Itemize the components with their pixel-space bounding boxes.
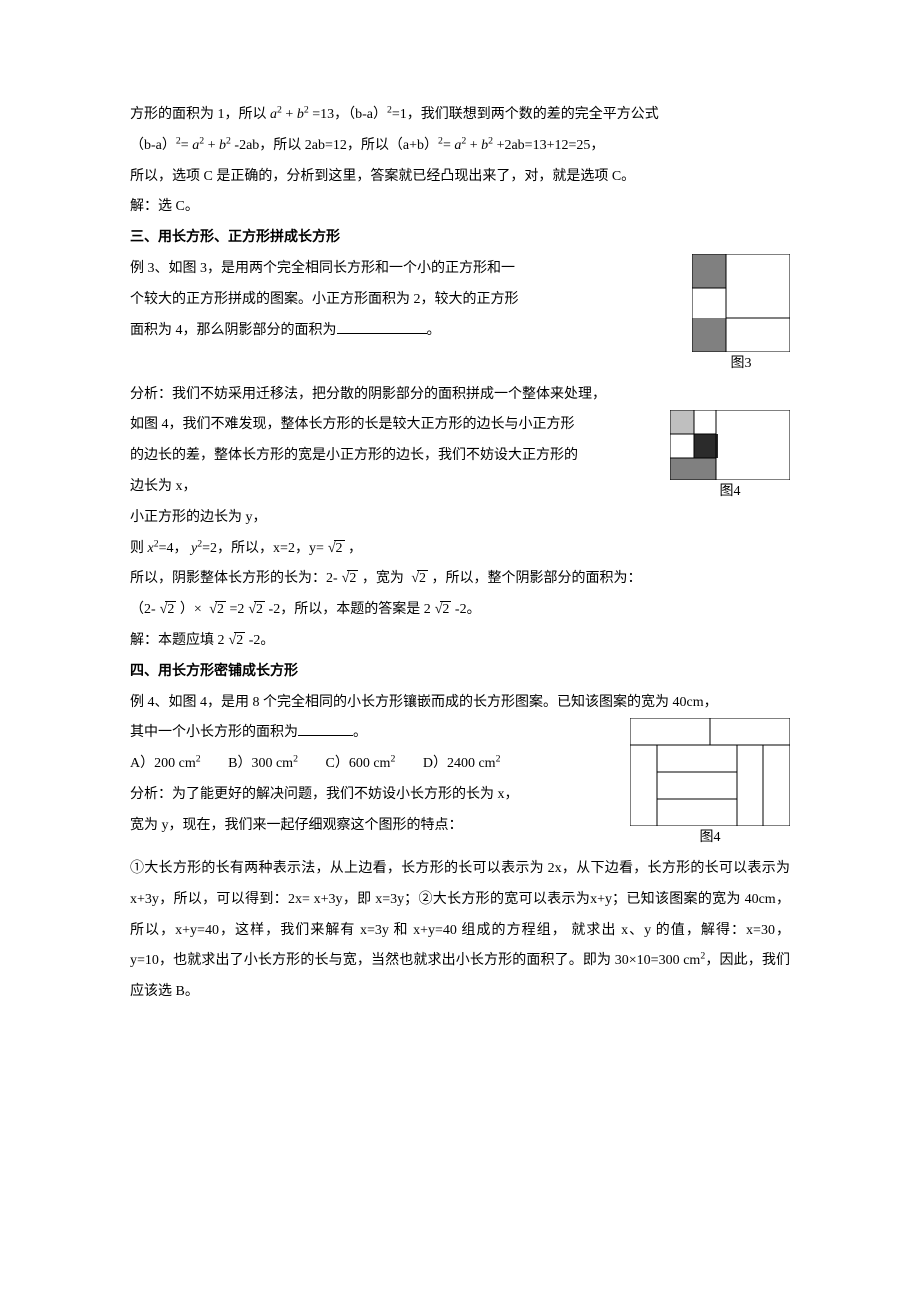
paragraph: （b-a）2= a2 + b2 -2ab，所以 2ab=12，所以（a+b）2=… xyxy=(130,131,790,162)
option-a: A）200 cm2 xyxy=(130,756,201,771)
example-3-line: 面积为 4，那么阴影部分的面积为 。 xyxy=(130,316,790,347)
text: 其中一个小长方形的面积为 xyxy=(130,725,298,740)
paragraph: 所以，选项 C 是正确的，分析到这里，答案就已经凸现出来了，对，就是选项 C。 xyxy=(130,162,790,193)
option-d: D）2400 cm2 xyxy=(423,756,501,771)
figure-3-caption: 图3 xyxy=(692,354,790,374)
text: 。 xyxy=(353,725,367,740)
figure-4b-svg xyxy=(630,718,790,826)
analysis-line: （2-2 ）× 2 =22 -2，所以，本题的答案是 22 -2。 xyxy=(130,595,790,626)
text: 。 xyxy=(427,323,441,338)
paragraph: 方形的面积为 1，所以 a2 + b2 =13，（b-a）2=1，我们联想到两个… xyxy=(130,100,790,131)
example-3-line: 例 3、如图 3，是用两个完全相同长方形和一个小的正方形和一 xyxy=(130,254,790,285)
example-4-line: 例 4、如图 4，是用 8 个完全相同的小长方形镶嵌而成的长方形图案。已知该图案… xyxy=(130,688,790,719)
figure-4a: 图4 xyxy=(670,410,790,502)
figure-4b-caption: 图4 xyxy=(630,828,790,848)
figure-4a-caption: 图4 xyxy=(670,482,790,502)
document-page: 方形的面积为 1，所以 a2 + b2 =13，（b-a）2=1，我们联想到两个… xyxy=(0,0,920,1088)
section-heading-3: 三、用长方形、正方形拼成长方形 xyxy=(130,223,790,254)
fill-blank xyxy=(337,319,427,334)
analysis-line: 所以，阴影整体长方形的长为：2-2 ，宽为 2 ，所以，整个阴影部分的面积为： xyxy=(130,564,790,595)
section-heading-4: 四、用长方形密铺成长方形 xyxy=(130,657,790,688)
figure-3: 图3 xyxy=(692,254,790,374)
example-3-line: 个较大的正方形拼成的图案。小正方形面积为 2，较大的正方形 xyxy=(130,285,790,316)
analysis-line: 分析：我们不妨采用迁移法，把分散的阴影部分的面积拼成一个整体来处理， xyxy=(130,380,790,411)
figure-4b: 图4 xyxy=(630,718,790,848)
figure-3-svg xyxy=(692,254,790,352)
option-c: C）600 cm2 xyxy=(325,756,395,771)
text: 面积为 4，那么阴影部分的面积为 xyxy=(130,323,337,338)
analysis-line: 则 x2=4， y2=2，所以，x=2，y=2 ， xyxy=(130,534,790,565)
solution-line: 解：选 C。 xyxy=(130,192,790,223)
analysis-line: 小正方形的边长为 y， xyxy=(130,503,790,534)
solution-line: 解：本题应填 22 -2。 xyxy=(130,626,790,657)
option-b: B）300 cm2 xyxy=(228,756,298,771)
analysis-paragraph: ①大长方形的长有两种表示法，从上边看，长方形的长可以表示为 2x，从下边看，长方… xyxy=(130,854,790,1008)
figure-4a-svg xyxy=(670,410,790,480)
fill-blank xyxy=(298,721,353,736)
